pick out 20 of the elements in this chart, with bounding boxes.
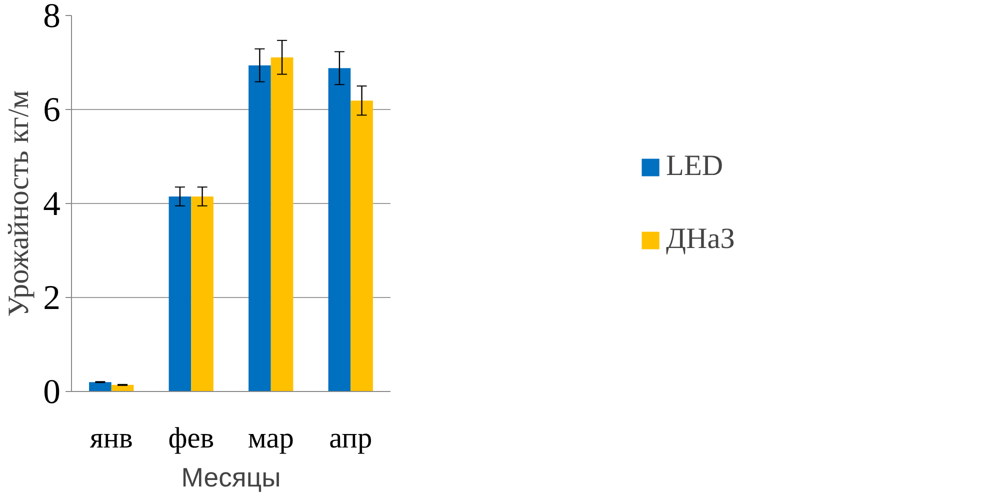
legend-label: LED <box>666 150 724 183</box>
y-tick-label: 0 <box>43 373 60 411</box>
bar <box>168 196 192 392</box>
bar <box>328 68 351 392</box>
bar <box>350 100 373 392</box>
bar <box>248 65 271 392</box>
bar <box>270 57 294 392</box>
y-axis-title: Урожайность кг/м <box>3 90 36 317</box>
y-tick-label: 2 <box>43 279 60 317</box>
x-tick-label: янв <box>90 422 133 454</box>
x-tick-label: апр <box>329 422 372 454</box>
bar <box>191 196 214 392</box>
y-tick-label: 4 <box>43 185 60 223</box>
y-tick-label: 6 <box>43 91 60 129</box>
x-tick-label: мар <box>248 422 294 454</box>
bar <box>89 382 112 392</box>
x-tick-label: фев <box>168 422 214 454</box>
legend-label: ДНаЗ <box>666 223 735 256</box>
y-tick-label: 8 <box>43 0 60 35</box>
x-axis-title: Месяцы <box>181 462 281 492</box>
